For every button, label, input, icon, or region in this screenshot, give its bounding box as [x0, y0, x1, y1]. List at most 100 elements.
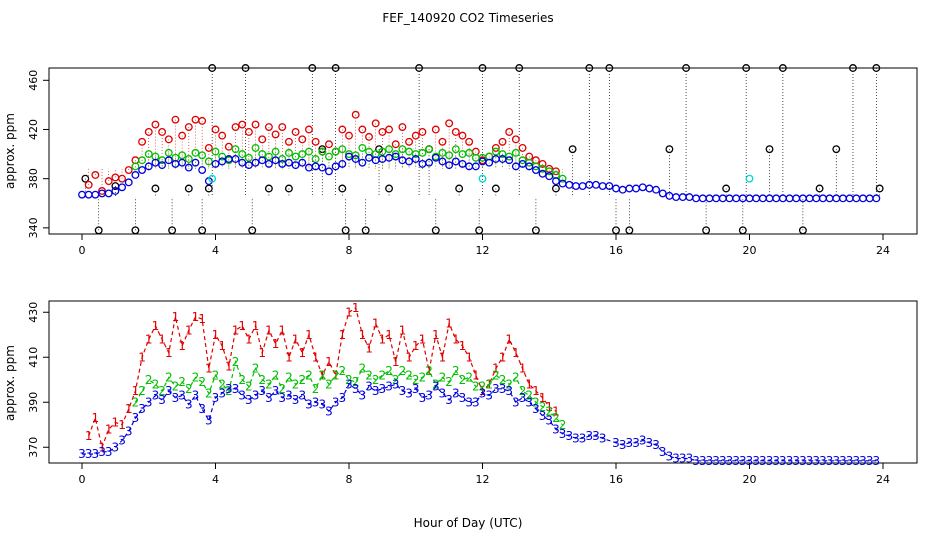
green-point: [198, 151, 207, 160]
blue-point-label: 3: [265, 391, 273, 405]
black-point: [208, 64, 217, 72]
green-point-label: 2: [439, 371, 447, 385]
y-axis-label: approx. ppm: [3, 113, 17, 189]
blue-point-label: 3: [779, 454, 787, 468]
blue-point: [865, 194, 874, 203]
x-axis-label: Hour of Day (UTC): [414, 516, 523, 530]
green-point: [438, 148, 447, 157]
blue-point-label: 3: [652, 438, 660, 452]
blue-point-label: 3: [512, 395, 520, 409]
y-tick-label: 460: [27, 70, 40, 91]
blue-point: [211, 159, 220, 168]
blue-point-label: 3: [332, 395, 340, 409]
black-point: [198, 226, 207, 235]
red-point-label: 1: [419, 332, 427, 346]
red-point: [378, 127, 387, 136]
blue-point-label: 3: [152, 389, 160, 403]
blue-point-label: 3: [599, 431, 607, 445]
green-point-label: 2: [499, 373, 507, 387]
red-point-label: 1: [499, 350, 507, 364]
red-point: [518, 143, 527, 152]
green-point: [405, 147, 414, 156]
green-point-label: 2: [218, 377, 226, 391]
green-point-label: 2: [312, 382, 320, 396]
red-point: [104, 177, 113, 186]
blue-point: [752, 194, 761, 203]
red-point: [445, 119, 454, 128]
red-point: [465, 137, 474, 146]
green-point-label: 2: [285, 371, 293, 385]
blue-point-label: 3: [465, 395, 473, 409]
green-point-label: 2: [158, 384, 166, 398]
blue-point: [331, 162, 340, 171]
green-point-label: 2: [298, 373, 306, 387]
blue-point: [405, 157, 414, 166]
green-point: [218, 152, 227, 161]
blue-series-line: [82, 383, 877, 462]
blue-point-label: 3: [452, 386, 460, 400]
red-point: [431, 125, 440, 134]
blue-point: [745, 194, 754, 203]
green-point-label: 2: [539, 400, 547, 414]
blue-point: [258, 156, 267, 165]
green-point-label: 2: [138, 384, 146, 398]
blue-point-label: 3: [746, 454, 754, 468]
black-point: [168, 226, 177, 235]
red-point: [178, 131, 187, 140]
green-point: [231, 145, 240, 154]
green-point: [391, 150, 400, 159]
blue-point-label: 3: [519, 391, 527, 405]
x-tick-label: 20: [743, 244, 757, 257]
green-point: [264, 152, 273, 161]
blue-point: [645, 184, 654, 193]
blue-point: [511, 162, 520, 171]
green-point: [131, 162, 140, 171]
blue-point: [852, 194, 861, 203]
blue-point: [358, 158, 367, 167]
red-point: [411, 131, 420, 140]
black-point: [585, 64, 594, 72]
blue-point-label: 3: [766, 454, 774, 468]
red-point: [164, 135, 173, 144]
red-point-label: 1: [238, 319, 246, 333]
green-point-label: 2: [339, 364, 347, 378]
blue-point-label: 3: [659, 445, 667, 459]
red-point-label: 1: [145, 332, 153, 346]
blue-point-label: 3: [539, 409, 547, 423]
blue-point-label: 3: [172, 391, 180, 405]
red-point: [391, 140, 400, 149]
green-point-label: 2: [419, 371, 427, 385]
green-point: [498, 150, 507, 159]
black-point: [94, 226, 103, 235]
red-point-label: 1: [339, 328, 347, 342]
blue-point: [218, 157, 227, 166]
red-point: [491, 143, 500, 152]
green-point-label: 2: [212, 368, 220, 382]
black-point: [415, 64, 424, 72]
x-tick-label: 24: [876, 244, 890, 257]
blue-point: [231, 155, 240, 163]
green-point-label: 2: [385, 364, 393, 378]
blue-point-label: 3: [258, 384, 266, 398]
blue-point-label: 3: [439, 386, 447, 400]
red-point-label: 1: [432, 328, 440, 342]
blue-point-label: 3: [78, 447, 86, 461]
blue-point-label: 3: [285, 389, 293, 403]
blue-point: [698, 194, 707, 203]
red-point: [385, 125, 393, 134]
black-point: [665, 145, 674, 154]
red-point-label: 1: [459, 339, 467, 353]
blue-point: [818, 194, 827, 203]
blue-point-label: 3: [839, 454, 847, 468]
blue-point: [345, 152, 353, 161]
black-point: [875, 184, 884, 193]
black-point: [151, 184, 160, 193]
blue-point: [124, 178, 133, 187]
red-point-label: 1: [372, 317, 380, 331]
blue-point-label: 3: [612, 436, 620, 450]
black-point: [431, 226, 440, 235]
blue-point-label: 3: [318, 398, 326, 412]
red-point: [118, 174, 126, 183]
red-point: [451, 127, 460, 136]
